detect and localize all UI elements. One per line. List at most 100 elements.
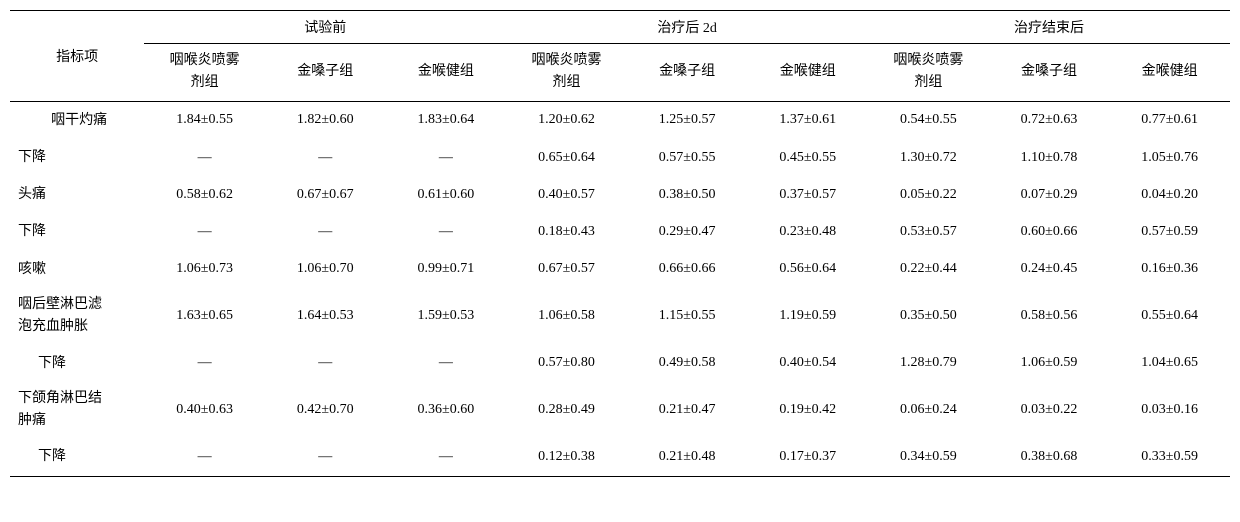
table-cell: 1.64±0.53: [265, 288, 386, 345]
table-cell: 0.99±0.71: [386, 251, 507, 288]
table-cell: 1.25±0.57: [627, 101, 748, 139]
table-cell: —: [144, 345, 265, 382]
table-cell: 0.19±0.42: [747, 382, 868, 439]
group-header: 咽喉炎喷雾剂组: [144, 44, 265, 102]
row-label: 下降: [10, 213, 144, 250]
table-cell: 1.84±0.55: [144, 101, 265, 139]
table-cell: —: [144, 438, 265, 476]
group-header: 金喉健组: [386, 44, 507, 102]
table-cell: 0.60±0.66: [989, 213, 1110, 250]
table-cell: —: [144, 213, 265, 250]
row-label: 咽后壁淋巴滤泡充血肿胀: [10, 288, 144, 345]
table-cell: 0.57±0.80: [506, 345, 627, 382]
row-label-header: 指标项: [10, 11, 144, 102]
row-label: 下降: [10, 139, 144, 176]
table-cell: 0.53±0.57: [868, 213, 989, 250]
table-cell: 0.55±0.64: [1109, 288, 1230, 345]
table-cell: 0.07±0.29: [989, 176, 1110, 213]
table-cell: 1.06±0.59: [989, 345, 1110, 382]
group-header: 咽喉炎喷雾剂组: [506, 44, 627, 102]
table-cell: —: [386, 139, 507, 176]
phase-header: 治疗结束后: [868, 11, 1230, 44]
table-cell: 0.58±0.62: [144, 176, 265, 213]
table-cell: 0.54±0.55: [868, 101, 989, 139]
table-cell: 1.82±0.60: [265, 101, 386, 139]
table-cell: 0.72±0.63: [989, 101, 1110, 139]
table-cell: 0.03±0.22: [989, 382, 1110, 439]
table-cell: 0.04±0.20: [1109, 176, 1230, 213]
table-cell: 0.21±0.48: [627, 438, 748, 476]
table-row: 下降———0.65±0.640.57±0.550.45±0.551.30±0.7…: [10, 139, 1230, 176]
table-cell: 0.38±0.68: [989, 438, 1110, 476]
group-header: 金喉健组: [1109, 44, 1230, 102]
table-cell: 0.56±0.64: [747, 251, 868, 288]
phase-header: 试验前: [144, 11, 506, 44]
table-cell: 1.28±0.79: [868, 345, 989, 382]
row-label: 下颌角淋巴结肿痛: [10, 382, 144, 439]
table-cell: 1.06±0.73: [144, 251, 265, 288]
table-cell: 0.66±0.66: [627, 251, 748, 288]
table-row: 下降———0.18±0.430.29±0.470.23±0.480.53±0.5…: [10, 213, 1230, 250]
table-cell: 1.19±0.59: [747, 288, 868, 345]
table-cell: 0.34±0.59: [868, 438, 989, 476]
table-cell: 0.58±0.56: [989, 288, 1110, 345]
table-cell: 0.45±0.55: [747, 139, 868, 176]
table-cell: —: [265, 213, 386, 250]
table-body: 咽干灼痛1.84±0.551.82±0.601.83±0.641.20±0.62…: [10, 101, 1230, 476]
group-header: 金嗓子组: [265, 44, 386, 102]
table-cell: 0.40±0.57: [506, 176, 627, 213]
table-cell: 0.16±0.36: [1109, 251, 1230, 288]
table-cell: 0.24±0.45: [989, 251, 1110, 288]
row-label: 咽干灼痛: [10, 101, 144, 139]
table-cell: 0.57±0.59: [1109, 213, 1230, 250]
results-table: 指标项 试验前 治疗后 2d 治疗结束后 咽喉炎喷雾剂组金嗓子组金喉健组咽喉炎喷…: [10, 10, 1230, 477]
table-cell: 0.65±0.64: [506, 139, 627, 176]
table-cell: 1.04±0.65: [1109, 345, 1230, 382]
row-label: 下降: [10, 438, 144, 476]
table-cell: —: [265, 139, 386, 176]
table-cell: 1.10±0.78: [989, 139, 1110, 176]
table-cell: —: [386, 345, 507, 382]
table-cell: 1.05±0.76: [1109, 139, 1230, 176]
table-cell: 0.49±0.58: [627, 345, 748, 382]
row-label: 咳嗽: [10, 251, 144, 288]
table-cell: 0.18±0.43: [506, 213, 627, 250]
table-cell: 1.20±0.62: [506, 101, 627, 139]
group-header: 金喉健组: [747, 44, 868, 102]
row-label: 下降: [10, 345, 144, 382]
table-cell: 0.35±0.50: [868, 288, 989, 345]
table-cell: 0.42±0.70: [265, 382, 386, 439]
table-header: 指标项 试验前 治疗后 2d 治疗结束后 咽喉炎喷雾剂组金嗓子组金喉健组咽喉炎喷…: [10, 11, 1230, 102]
table-cell: 0.06±0.24: [868, 382, 989, 439]
table-cell: 0.03±0.16: [1109, 382, 1230, 439]
table-cell: 0.28±0.49: [506, 382, 627, 439]
table-cell: 0.57±0.55: [627, 139, 748, 176]
table-cell: —: [386, 438, 507, 476]
table-cell: 0.38±0.50: [627, 176, 748, 213]
table-cell: —: [265, 438, 386, 476]
table-row: 下降———0.57±0.800.49±0.580.40±0.541.28±0.7…: [10, 345, 1230, 382]
table-cell: 0.40±0.63: [144, 382, 265, 439]
table-cell: 0.29±0.47: [627, 213, 748, 250]
table-row: 咽干灼痛1.84±0.551.82±0.601.83±0.641.20±0.62…: [10, 101, 1230, 139]
table-cell: 1.30±0.72: [868, 139, 989, 176]
table-row: 下降———0.12±0.380.21±0.480.17±0.370.34±0.5…: [10, 438, 1230, 476]
table-cell: 1.59±0.53: [386, 288, 507, 345]
table-cell: 0.23±0.48: [747, 213, 868, 250]
table-cell: 0.12±0.38: [506, 438, 627, 476]
table-cell: 1.06±0.58: [506, 288, 627, 345]
table-cell: 0.33±0.59: [1109, 438, 1230, 476]
phase-header: 治疗后 2d: [506, 11, 868, 44]
table-row: 咳嗽1.06±0.731.06±0.700.99±0.710.67±0.570.…: [10, 251, 1230, 288]
table-cell: 1.63±0.65: [144, 288, 265, 345]
table-cell: 0.40±0.54: [747, 345, 868, 382]
table-row: 下颌角淋巴结肿痛0.40±0.630.42±0.700.36±0.600.28±…: [10, 382, 1230, 439]
group-header: 金嗓子组: [989, 44, 1110, 102]
table-cell: 0.22±0.44: [868, 251, 989, 288]
table-cell: —: [144, 139, 265, 176]
table-cell: 1.83±0.64: [386, 101, 507, 139]
table-cell: 0.17±0.37: [747, 438, 868, 476]
table-cell: 0.67±0.57: [506, 251, 627, 288]
table-cell: 1.06±0.70: [265, 251, 386, 288]
group-header: 咽喉炎喷雾剂组: [868, 44, 989, 102]
